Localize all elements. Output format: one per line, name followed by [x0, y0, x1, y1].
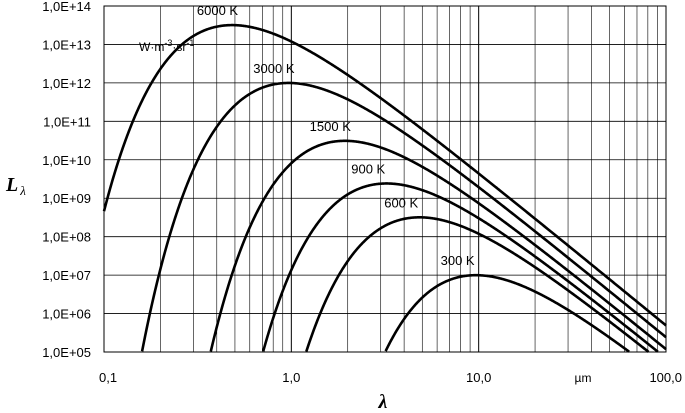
radiance-unit-base: W·m: [139, 40, 164, 54]
y-tick-label: 1,0E+10: [42, 153, 91, 168]
series-curve-600k: [305, 216, 650, 353]
y-tick-label: 1,0E+08: [42, 230, 91, 245]
series-curve-900k: [261, 182, 659, 353]
y-tick-label: 1,0E+07: [42, 268, 91, 283]
grid-major-x: [290, 6, 480, 352]
radiance-unit-label: W·m-3·sr-1: [139, 38, 194, 54]
radiance-unit-exp2: -1: [186, 38, 194, 48]
series-label: 6000 K: [197, 3, 239, 18]
series-curve-300k: [384, 273, 630, 353]
x-axis-title: λ: [378, 391, 388, 413]
series-label: 600 K: [384, 195, 418, 210]
y-tick-label: 1,0E+11: [43, 114, 91, 129]
plot-frame: [103, 5, 667, 353]
y-tick-label: 1,0E+09: [42, 191, 91, 206]
y-tick-label: 1,0E+12: [42, 76, 91, 91]
series-curve-1500k: [209, 139, 667, 352]
x-tick-labels: 0,1 1,0 10,0 100,0: [99, 370, 682, 385]
y-tick-label: 1,0E+13: [42, 37, 91, 52]
radiance-unit-exp1: -3: [164, 38, 172, 48]
grid-minor-x: [160, 6, 658, 352]
y-tick-label: 1,0E+05: [42, 345, 91, 360]
y-tick-label: 1,0E+14: [42, 0, 91, 14]
x-unit-label: µm: [575, 371, 592, 385]
series-labels: 6000 K 3000 K 1500 K 900 K 600 K 300 K: [197, 3, 475, 268]
curves: [102, 23, 667, 353]
y-tick-labels: 1,0E+05 1,0E+06 1,0E+07 1,0E+08 1,0E+09 1,0E+…: [42, 0, 91, 360]
radiance-unit-mid: ·sr: [172, 40, 186, 54]
x-tick-label: 0,1: [99, 370, 117, 385]
series-curve-6000k: [102, 23, 667, 327]
x-tick-label: 10,0: [466, 370, 491, 385]
series-label: 3000 K: [253, 61, 295, 76]
y-tick-label: 1,0E+06: [42, 307, 91, 322]
x-tick-label: 100,0: [649, 370, 682, 385]
y-axis-title-main: L: [5, 174, 18, 196]
x-tick-label: 1,0: [282, 370, 300, 385]
series-label: 1500 K: [310, 119, 352, 134]
series-label: 900 K: [351, 161, 385, 176]
series-curve-3000k: [140, 81, 667, 352]
y-axis-title-sub: λ: [19, 183, 26, 198]
series-label: 300 K: [441, 253, 475, 268]
